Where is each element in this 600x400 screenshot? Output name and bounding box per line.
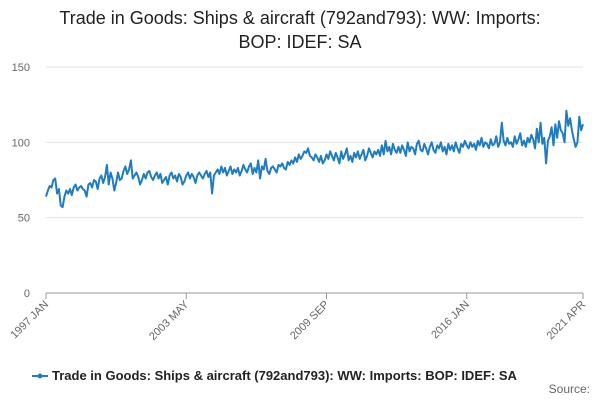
source-label: Source: <box>549 382 590 396</box>
legend-label: Trade in Goods: Ships & aircraft (792and… <box>52 368 518 383</box>
y-tick-label: 100 <box>12 137 30 149</box>
x-tick-label: 2009 SEP <box>288 299 332 343</box>
y-tick-label: 150 <box>12 62 30 74</box>
y-tick-label: 0 <box>24 288 30 300</box>
x-tick-label: 2021 APR <box>545 299 589 343</box>
x-tick-label: 2003 MAY <box>147 298 192 343</box>
data-line <box>45 109 584 209</box>
legend-marker <box>37 373 43 379</box>
chart-title: Trade in Goods: Ships & aircraft (792and… <box>59 8 541 52</box>
x-tick-label: 1997 JAN <box>8 299 51 342</box>
y-tick-label: 50 <box>18 213 30 225</box>
x-tick-label: 2016 JAN <box>429 299 472 342</box>
